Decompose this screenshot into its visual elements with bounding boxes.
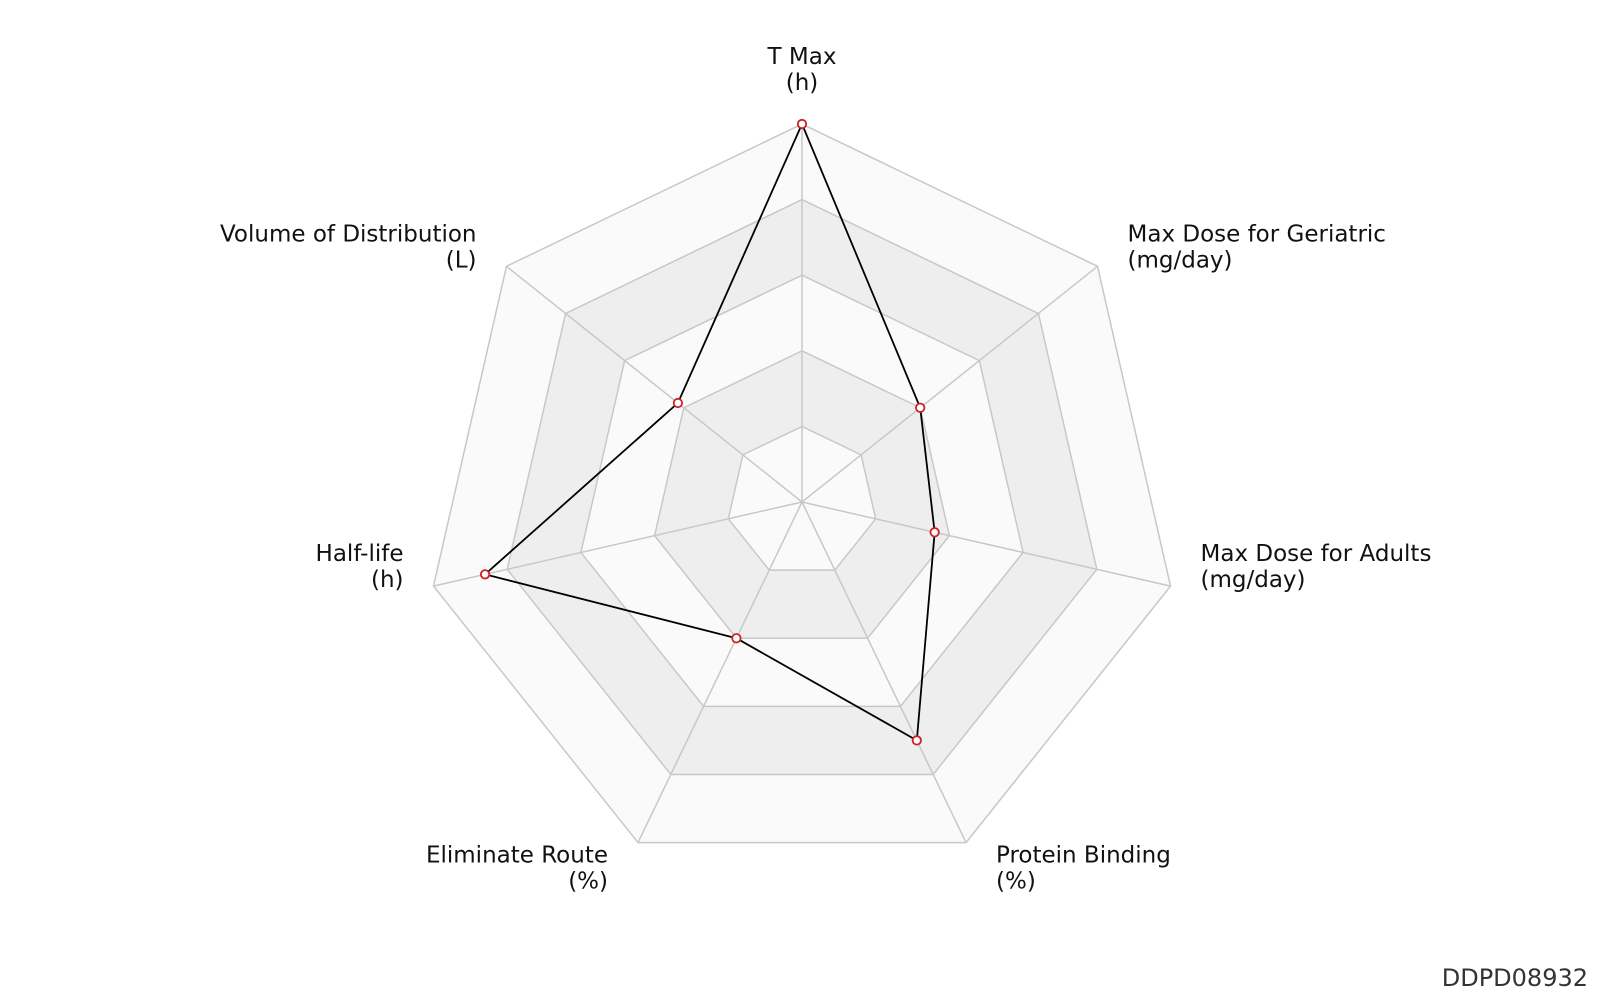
- axis-unit: (h): [371, 567, 404, 593]
- axis-unit: (L): [446, 247, 477, 273]
- axis-label-1: T Max (h): [767, 44, 837, 96]
- axis-unit: (h): [786, 70, 819, 96]
- axis-label-7: Volume of Distribution (L): [220, 221, 477, 273]
- data-point-7: [672, 397, 683, 409]
- radar-series: [479, 118, 940, 746]
- data-point-3: [929, 527, 940, 538]
- axis-name: Half-life: [316, 541, 404, 567]
- data-point-5: [731, 633, 742, 644]
- spoke-6: [433, 501, 803, 587]
- axis-unit: (%): [996, 869, 1036, 895]
- axis-label-6: Half-life (h): [316, 541, 404, 593]
- axis-name: Volume of Distribution: [220, 221, 477, 247]
- spoke-5: [637, 501, 803, 843]
- axis-label-2: Max Dose for Geriatric (mg/day): [1128, 221, 1386, 273]
- data-point-2: [915, 402, 926, 413]
- axis-label-4: Protein Binding (%): [996, 843, 1171, 895]
- axis-label-5: Eliminate Route (%): [426, 843, 608, 895]
- axis-unit: (mg/day): [1128, 247, 1233, 273]
- spoke-3: [801, 501, 1171, 587]
- spoke-4: [801, 501, 967, 843]
- axis-unit: (%): [568, 869, 608, 895]
- spoke-7: [506, 265, 803, 503]
- axis-labels: T Max (h)Max Dose for Geriatric (mg/day)Ma…: [220, 44, 1431, 895]
- axis-name: T Max: [767, 44, 837, 70]
- data-point-4: [911, 735, 922, 746]
- axis-name: Eliminate Route: [426, 843, 608, 869]
- document-id: DDPD08932: [1441, 964, 1588, 992]
- data-point-6: [479, 569, 491, 580]
- series-line: [483, 121, 936, 742]
- spoke-2: [801, 265, 1098, 503]
- axis-label-3: Max Dose for Adults (mg/day): [1201, 541, 1432, 593]
- axis-name: Max Dose for Adults: [1201, 541, 1432, 567]
- axis-unit: (mg/day): [1201, 567, 1306, 593]
- radar-spokes: [433, 124, 1171, 843]
- axis-name: Protein Binding: [996, 843, 1171, 869]
- data-point-1: [796, 118, 808, 130]
- axis-name: Max Dose for Geriatric: [1128, 221, 1386, 247]
